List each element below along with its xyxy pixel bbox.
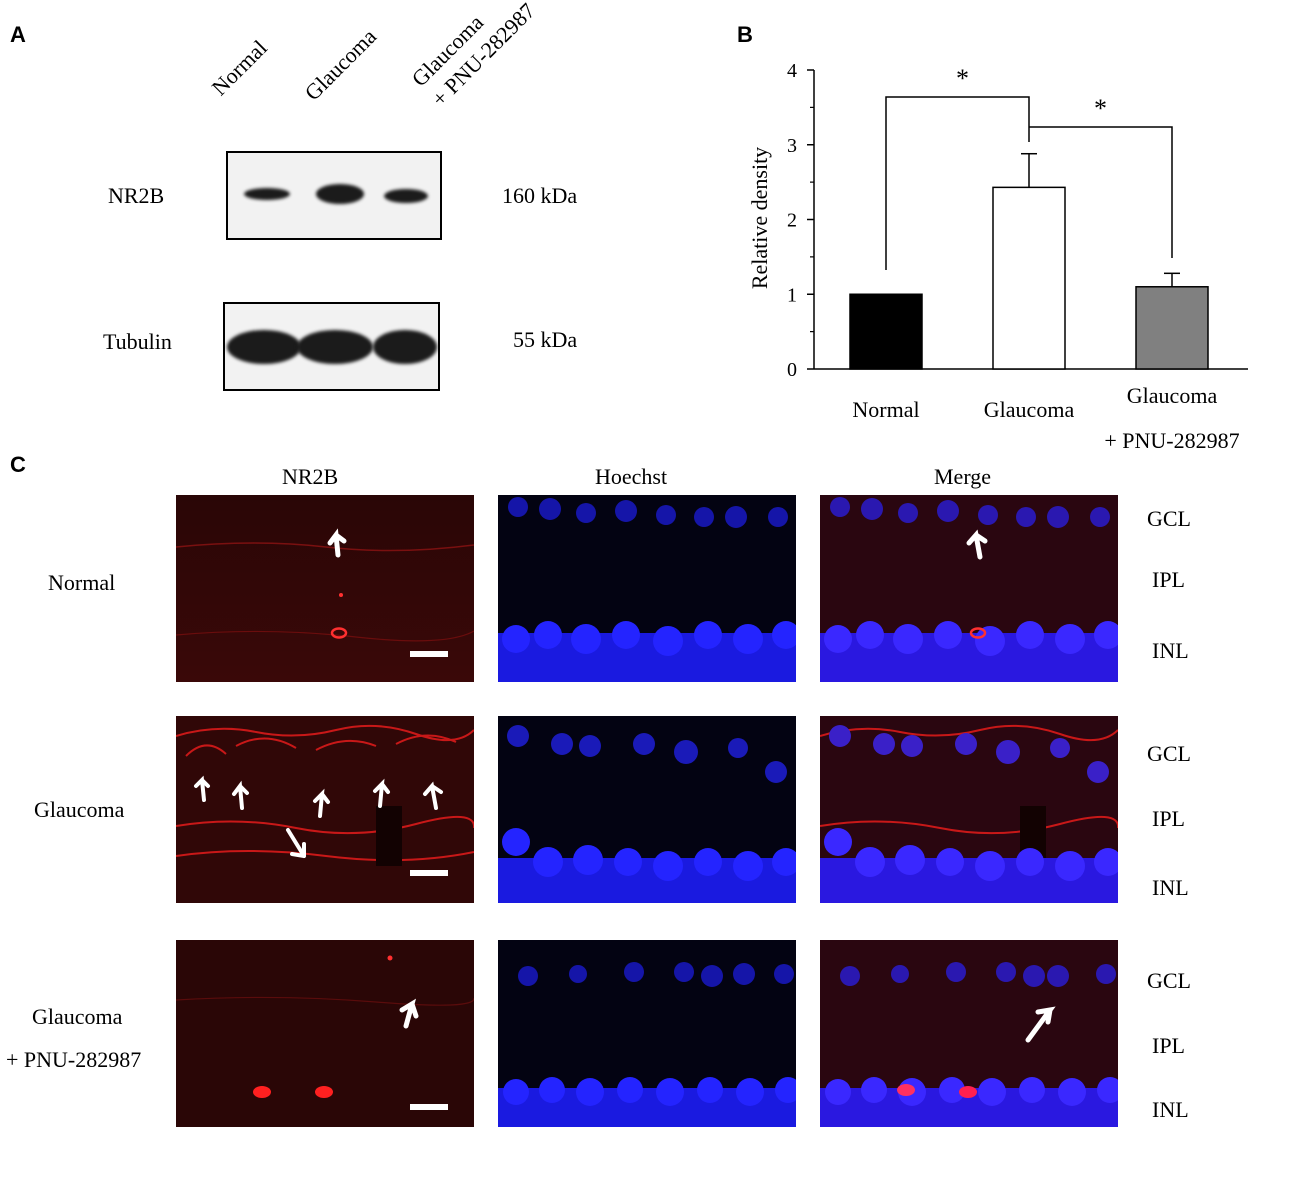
micrograph-glaucoma-merge — [820, 716, 1118, 903]
bar-chart: 0 1 2 3 4 Relative density Normal Glaucoma Glauc… — [747, 60, 1248, 453]
layer-label-gcl: GCL — [1147, 741, 1191, 766]
micrograph-normal-hoechst — [498, 495, 796, 682]
micrograph-pnu-merge — [820, 940, 1118, 1127]
nr2b-band-pnu — [384, 189, 428, 203]
x-tick-label: Glaucoma — [984, 397, 1075, 422]
tubulin-band-pnu — [373, 330, 437, 364]
y-tick-label: 4 — [787, 60, 797, 82]
arrow-icon — [232, 780, 249, 810]
y-axis-label: Relative density — [747, 147, 772, 289]
scale-bar — [410, 1104, 448, 1110]
layer-label-gcl: GCL — [1147, 968, 1191, 993]
column-header-merge: Merge — [934, 464, 992, 489]
layer-label-ipl: IPL — [1152, 1033, 1185, 1058]
column-header-nr2b: NR2B — [282, 464, 339, 489]
layer-label-inl: INL — [1152, 1097, 1189, 1122]
significance-bracket — [885, 96, 1030, 270]
row-label-normal: Normal — [48, 570, 116, 595]
nr2b-band-normal — [244, 188, 290, 200]
arrow-icon — [966, 529, 988, 560]
blot-row-label-tubulin: Tubulin — [103, 329, 172, 354]
micrograph-pnu-hoechst — [498, 940, 796, 1127]
arrow-icon — [313, 788, 330, 818]
arrow-icon — [286, 828, 306, 858]
y-tick-label: 2 — [787, 210, 797, 232]
arrow-icon — [373, 778, 390, 808]
layer-label-ipl: IPL — [1152, 806, 1185, 831]
nr2b-band-glaucoma — [316, 184, 364, 204]
arrow-icon — [194, 775, 210, 802]
layer-label-inl: INL — [1152, 638, 1189, 663]
panel-label-b: B — [737, 22, 753, 47]
micrograph-pnu-nr2b — [176, 940, 474, 1127]
micrograph-normal-merge — [820, 495, 1118, 682]
arrow-icon — [1025, 1006, 1056, 1043]
significance-star: * — [956, 64, 969, 93]
scale-bar — [410, 651, 448, 657]
y-tick-label: 0 — [787, 359, 797, 381]
micrograph-normal-nr2b — [176, 495, 474, 682]
bar — [849, 293, 923, 370]
bar — [1135, 286, 1209, 370]
nr2b-blot — [226, 151, 442, 240]
arrow-icon — [327, 528, 347, 558]
panel-label-c: C — [10, 452, 26, 477]
layer-label-gcl: GCL — [1147, 506, 1191, 531]
bar — [992, 186, 1066, 370]
x-tick-label: Glaucoma — [1127, 383, 1218, 408]
layer-label-ipl: IPL — [1152, 567, 1185, 592]
blot-size-tubulin: 55 kDa — [513, 327, 578, 352]
row-label-pnu: + PNU-282987 — [6, 1047, 142, 1072]
blot-row-label-nr2b: NR2B — [108, 183, 165, 208]
x-tick-label: Normal — [852, 397, 919, 422]
significance-bracket — [1029, 126, 1173, 258]
tubulin-band-normal — [227, 330, 301, 364]
tubulin-blot — [223, 302, 440, 391]
row-label-glaucoma-pnu: Glaucoma — [32, 1004, 123, 1029]
panel-label-a: A — [10, 22, 26, 47]
micrograph-glaucoma-nr2b — [176, 716, 474, 903]
micrograph-glaucoma-hoechst — [498, 716, 796, 903]
blot-size-nr2b: 160 kDa — [502, 183, 578, 208]
significance-star: * — [1094, 94, 1107, 123]
column-header-hoechst: Hoechst — [595, 464, 668, 489]
arrow-icon — [423, 781, 443, 810]
y-tick-label: 3 — [787, 135, 797, 157]
tubulin-band-glaucoma — [297, 330, 373, 364]
scale-bar — [410, 870, 448, 876]
row-label-glaucoma: Glaucoma — [34, 797, 125, 822]
layer-label-inl: INL — [1152, 875, 1189, 900]
y-tick-label: 1 — [787, 284, 797, 306]
x-tick-label: + PNU-282987 — [1104, 428, 1239, 453]
arrow-icon — [399, 998, 419, 1029]
